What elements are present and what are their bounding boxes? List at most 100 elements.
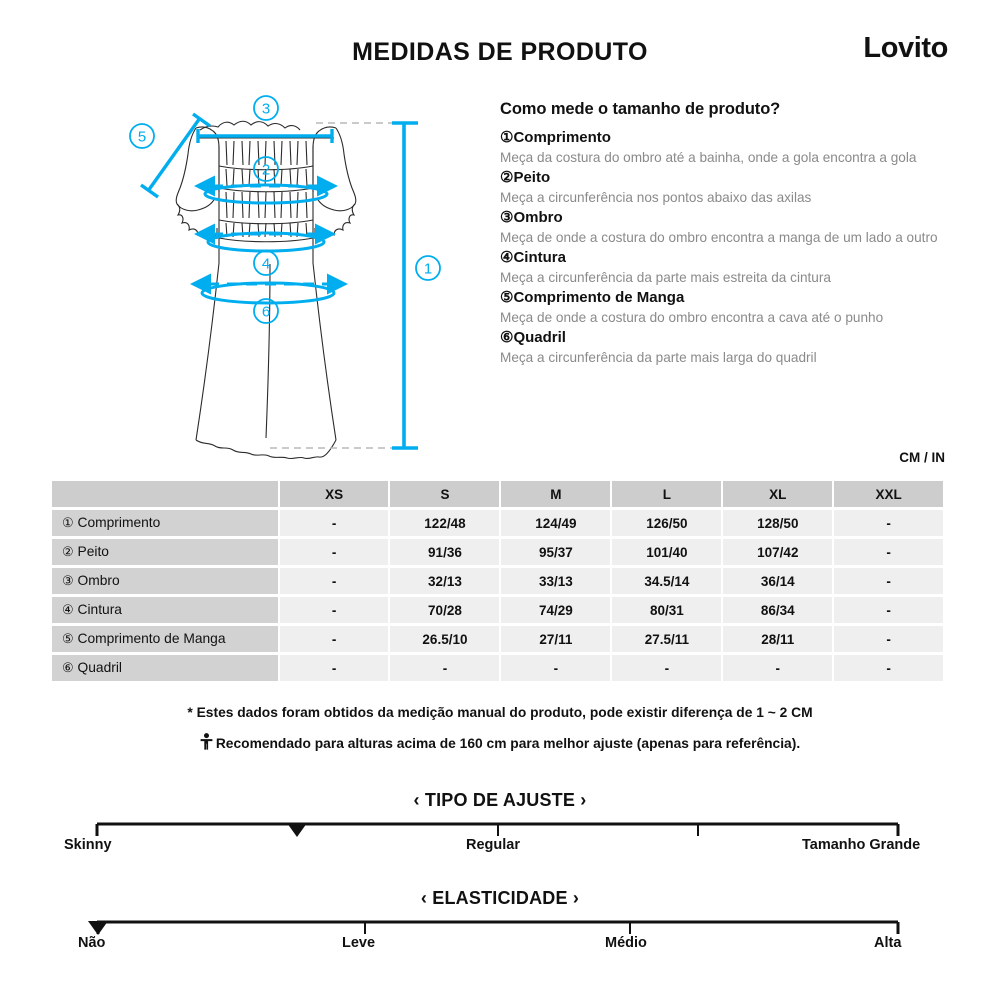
cell-5-l: 27.5/11 — [612, 626, 722, 652]
elasticity-label-alta: Alta — [874, 935, 902, 951]
cell-2-xs: - — [279, 539, 389, 565]
row-text-6: Quadril — [77, 660, 122, 675]
instruction-label-3: Ombro — [513, 209, 563, 227]
row-label-comprimento: ① Comprimento — [52, 510, 278, 536]
table-row: ① Comprimento - 122/48 124/49 126/50 128… — [52, 510, 943, 536]
cell-6-l: - — [612, 655, 722, 681]
instruction-num-5: ⑤ — [500, 289, 514, 307]
elasticity-marker — [88, 921, 108, 935]
row-text-4: Cintura — [77, 602, 122, 617]
cell-6-xl: - — [723, 655, 833, 681]
row-label-cintura: ④ Cintura — [52, 597, 278, 623]
row-label-peito: ② Peito — [52, 539, 278, 565]
elasticity-label-leve: Leve — [342, 935, 376, 951]
elasticity-graphic — [0, 909, 1000, 935]
size-header-xxl: XXL — [834, 481, 943, 507]
size-header-m: M — [501, 481, 611, 507]
instruction-num-3: ③ — [500, 209, 514, 227]
row-label-quadril: ⑥ Quadril — [52, 655, 278, 681]
row-num-3: ③ — [62, 573, 74, 588]
fit-type-title: ‹ TIPO DE AJUSTE › — [413, 790, 587, 810]
size-header-l: L — [612, 481, 722, 507]
cell-5-m: 27/11 — [501, 626, 611, 652]
fit-label-skinny: Skinny — [64, 837, 112, 853]
table-row: ⑥ Quadril - - - - - - — [52, 655, 943, 681]
row-label-comprimento-de-manga: ⑤ Comprimento de Manga — [52, 626, 278, 652]
row-text-3: Ombro — [77, 573, 120, 588]
callout-3-label: 3 — [262, 101, 270, 118]
instruction-label-4: Cintura — [513, 249, 566, 267]
cell-4-m: 74/29 — [501, 597, 611, 623]
instruction-desc-2: Meça a circunferência nos pontos abaixo … — [500, 189, 812, 205]
size-table-body: ① Comprimento - 122/48 124/49 126/50 128… — [52, 510, 943, 681]
measure-instructions: Como mede o tamanho de produto? ①Comprim… — [500, 100, 950, 369]
instruction-desc-4: Meça a circunferência da parte mais estr… — [500, 270, 831, 286]
callout-1-label: 1 — [424, 261, 432, 278]
unit-label: CM / IN — [899, 450, 945, 465]
cell-1-l: 126/50 — [612, 510, 722, 536]
cell-5-s: 26.5/10 — [390, 626, 500, 652]
cell-4-xs: - — [279, 597, 389, 623]
cell-3-xl: 36/14 — [723, 568, 833, 594]
size-table: XS S M L XL XXL ① Comprimento - 122/48 1… — [50, 478, 945, 684]
fit-label-oversize: Tamanho Grande — [802, 837, 921, 853]
row-num-2: ② — [62, 544, 74, 559]
callout-2-label: 2 — [262, 162, 270, 179]
cell-6-m: - — [501, 655, 611, 681]
callout-4-label: 4 — [262, 256, 270, 273]
cell-1-xxl: - — [834, 510, 943, 536]
cell-5-xl: 28/11 — [723, 626, 833, 652]
row-text-5: Comprimento de Manga — [77, 631, 226, 646]
instruction-term-5: ⑤Comprimento de Manga — [500, 288, 950, 308]
cell-4-xl: 86/34 — [723, 597, 833, 623]
instruction-label-6: Quadril — [513, 329, 566, 347]
footnote-height-text: Recomendado para alturas acima de 160 cm… — [215, 736, 801, 752]
cell-6-s: - — [390, 655, 500, 681]
fit-type-labels: Skinny Regular Tamanho Grande — [0, 837, 1000, 859]
table-corner-cell — [52, 481, 278, 507]
instruction-desc-6: Meça a circunferência da parte mais larg… — [500, 350, 817, 366]
instruction-label-2: Peito — [513, 169, 551, 187]
cell-2-m: 95/37 — [501, 539, 611, 565]
cell-2-l: 101/40 — [612, 539, 722, 565]
row-num-5: ⑤ — [62, 631, 74, 646]
fit-type-scale-svg — [95, 822, 900, 837]
cell-4-s: 70/28 — [390, 597, 500, 623]
size-table-header-row: XS S M L XL XXL — [52, 481, 943, 507]
cell-1-xl: 128/50 — [723, 510, 833, 536]
cell-2-xxl: - — [834, 539, 943, 565]
cell-3-xs: - — [279, 568, 389, 594]
instruction-term-4: ④Cintura — [500, 248, 950, 268]
footnote-manual-measure: * Estes dados foram obtidos da medição m… — [187, 705, 813, 720]
table-row: ⑤ Comprimento de Manga - 26.5/10 27/11 2… — [52, 626, 943, 652]
size-header-s: S — [390, 481, 500, 507]
garment-diagram-svg: 3 5 2 4 6 1 — [129, 95, 441, 460]
row-label-ombro: ③ Ombro — [52, 568, 278, 594]
garment-diagram: 3 5 2 4 6 1 — [120, 88, 480, 468]
cell-6-xs: - — [279, 655, 389, 681]
elasticity-title: ‹ ELASTICIDADE › — [420, 888, 580, 908]
cell-3-m: 33/13 — [501, 568, 611, 594]
person-height-icon-svg — [200, 733, 213, 750]
page-title: MEDIDAS DE PRODUTO — [352, 38, 648, 66]
elasticity-label-nao: Não — [78, 935, 106, 951]
cell-2-s: 91/36 — [390, 539, 500, 565]
instruction-desc-1: Meça da costura do ombro até a bainha, o… — [500, 149, 917, 165]
instruction-num-4: ④ — [500, 249, 514, 267]
row-num-6: ⑥ — [62, 660, 74, 675]
cell-6-xxl: - — [834, 655, 943, 681]
size-header-xs: XS — [279, 481, 389, 507]
row-num-4: ④ — [62, 602, 74, 617]
instruction-term-6: ⑥Quadril — [500, 328, 950, 348]
brand-logo: Lovito — [863, 32, 948, 64]
fit-type-scale: ‹ TIPO DE AJUSTE › Skinny Regular Tamanh… — [0, 790, 1000, 859]
table-row: ② Peito - 91/36 95/37 101/40 107/42 - — [52, 539, 943, 565]
callout-6-label: 6 — [262, 304, 270, 321]
callout-5-label: 5 — [138, 129, 146, 146]
instruction-desc-3: Meça de onde a costura do ombro encontra… — [500, 229, 938, 245]
cell-5-xs: - — [279, 626, 389, 652]
instruction-num-2: ② — [500, 169, 514, 187]
elasticity-scale-svg — [88, 920, 900, 935]
instructions-heading: Como mede o tamanho de produto? — [500, 100, 781, 118]
